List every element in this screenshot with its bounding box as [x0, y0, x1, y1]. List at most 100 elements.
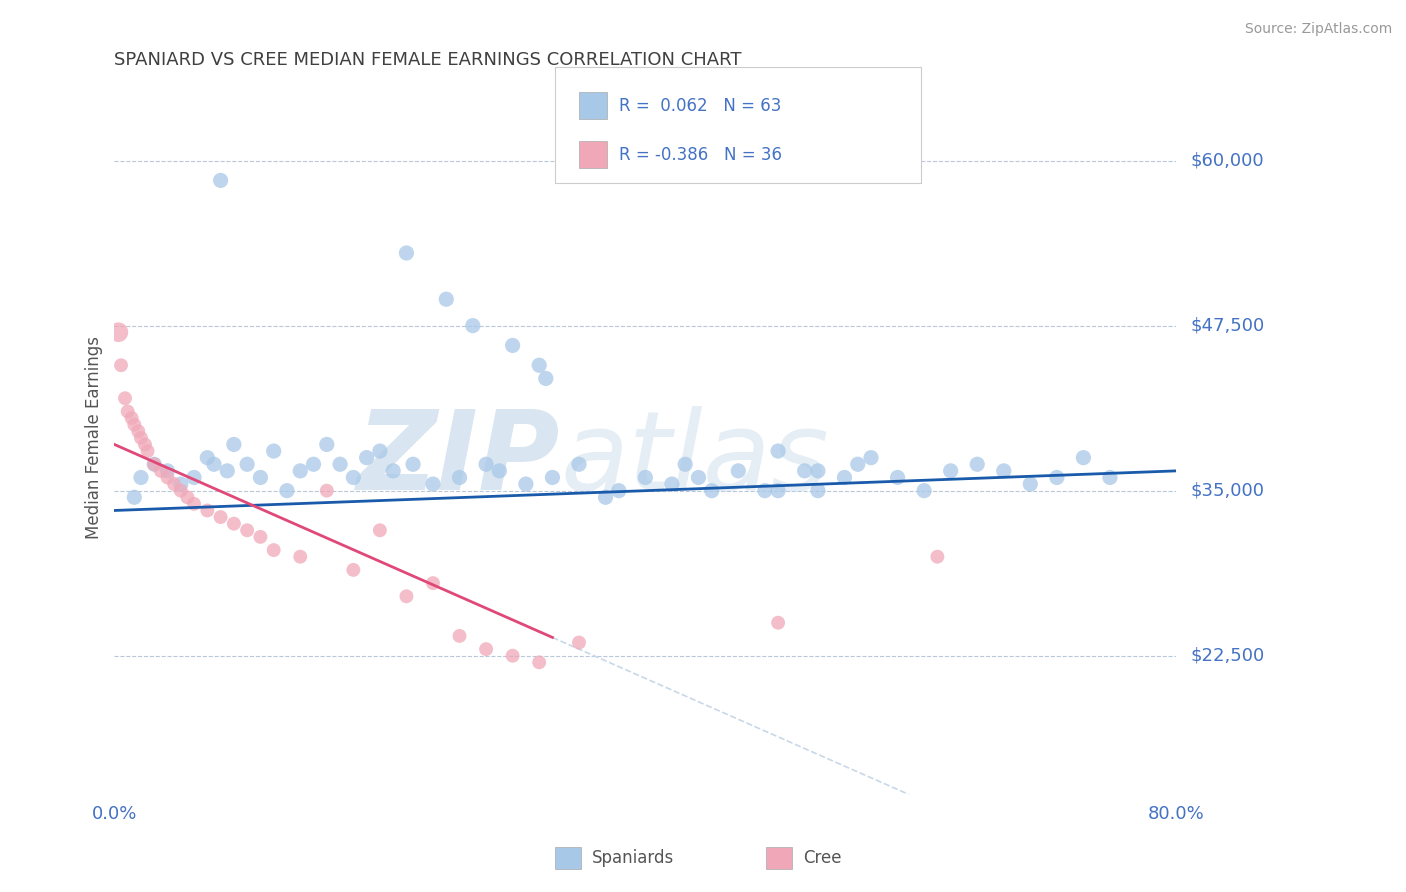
Point — [382, 464, 405, 478]
Point — [124, 490, 146, 504]
Y-axis label: Median Female Earnings: Median Female Earnings — [86, 336, 103, 540]
Point — [807, 483, 830, 498]
Point — [402, 457, 425, 471]
Point — [754, 483, 776, 498]
Point — [515, 477, 537, 491]
Point — [395, 590, 418, 604]
Point — [170, 483, 193, 498]
Point — [568, 457, 591, 471]
Point — [342, 563, 364, 577]
Point — [183, 497, 205, 511]
Point — [263, 444, 285, 458]
Point — [302, 457, 325, 471]
Point — [927, 549, 949, 564]
Point — [527, 656, 550, 670]
Point — [195, 503, 218, 517]
Point — [329, 457, 352, 471]
Point — [541, 470, 564, 484]
Point — [846, 457, 869, 471]
Point — [939, 464, 962, 478]
Point — [461, 318, 484, 333]
Point — [209, 173, 232, 187]
Point — [117, 404, 139, 418]
Point — [290, 549, 312, 564]
Point — [688, 470, 710, 484]
Point — [534, 371, 557, 385]
Point — [249, 530, 271, 544]
Point — [727, 464, 749, 478]
Point — [163, 477, 186, 491]
Point — [134, 437, 156, 451]
Point — [793, 464, 815, 478]
Text: Cree: Cree — [803, 849, 841, 867]
Point — [449, 470, 471, 484]
Point — [475, 642, 498, 657]
Point — [342, 470, 364, 484]
Point — [124, 417, 146, 432]
Text: R = -0.386   N = 36: R = -0.386 N = 36 — [619, 146, 782, 164]
Point — [368, 444, 391, 458]
Point — [807, 464, 830, 478]
Point — [449, 629, 471, 643]
Point — [634, 470, 657, 484]
Text: SPANIARD VS CREE MEDIAN FEMALE EARNINGS CORRELATION CHART: SPANIARD VS CREE MEDIAN FEMALE EARNINGS … — [114, 51, 742, 69]
Point — [422, 576, 444, 591]
Point — [236, 457, 259, 471]
Point — [183, 470, 205, 484]
Point — [263, 543, 285, 558]
Text: ZIP: ZIP — [357, 406, 561, 513]
Point — [1046, 470, 1069, 484]
Point — [202, 457, 225, 471]
Point — [156, 470, 179, 484]
Point — [434, 292, 457, 306]
Point — [766, 615, 789, 630]
Point — [912, 483, 935, 498]
Text: $35,000: $35,000 — [1191, 482, 1264, 500]
Point — [886, 470, 908, 484]
Point — [170, 477, 193, 491]
Text: atlas: atlas — [561, 406, 830, 513]
Point — [222, 516, 245, 531]
Point — [395, 246, 418, 260]
Point — [475, 457, 498, 471]
Point — [766, 444, 789, 458]
Point — [276, 483, 298, 498]
Point — [1073, 450, 1095, 465]
Point — [195, 450, 218, 465]
Point — [993, 464, 1015, 478]
Point — [129, 470, 152, 484]
Point — [315, 483, 337, 498]
Point — [156, 464, 179, 478]
Point — [661, 477, 683, 491]
Point — [209, 510, 232, 524]
Point — [249, 470, 271, 484]
Point — [176, 490, 198, 504]
Point — [766, 483, 789, 498]
Text: $22,500: $22,500 — [1191, 647, 1264, 665]
Point — [222, 437, 245, 451]
Point — [107, 325, 129, 339]
Point — [129, 431, 152, 445]
Point — [860, 450, 883, 465]
Point — [502, 338, 524, 352]
Point — [110, 358, 132, 372]
Point — [527, 358, 550, 372]
Point — [143, 457, 166, 471]
Point — [700, 483, 723, 498]
Point — [422, 477, 444, 491]
Point — [1019, 477, 1042, 491]
Point — [290, 464, 312, 478]
Point — [127, 424, 149, 438]
Point — [1098, 470, 1121, 484]
Text: Source: ZipAtlas.com: Source: ZipAtlas.com — [1244, 22, 1392, 37]
Point — [114, 391, 136, 405]
Point — [502, 648, 524, 663]
Point — [136, 444, 159, 458]
Point — [143, 457, 166, 471]
Point — [121, 411, 143, 425]
Text: R =  0.062   N = 63: R = 0.062 N = 63 — [619, 96, 780, 114]
Point — [149, 464, 172, 478]
Point — [966, 457, 988, 471]
Point — [356, 450, 378, 465]
Point — [595, 490, 617, 504]
